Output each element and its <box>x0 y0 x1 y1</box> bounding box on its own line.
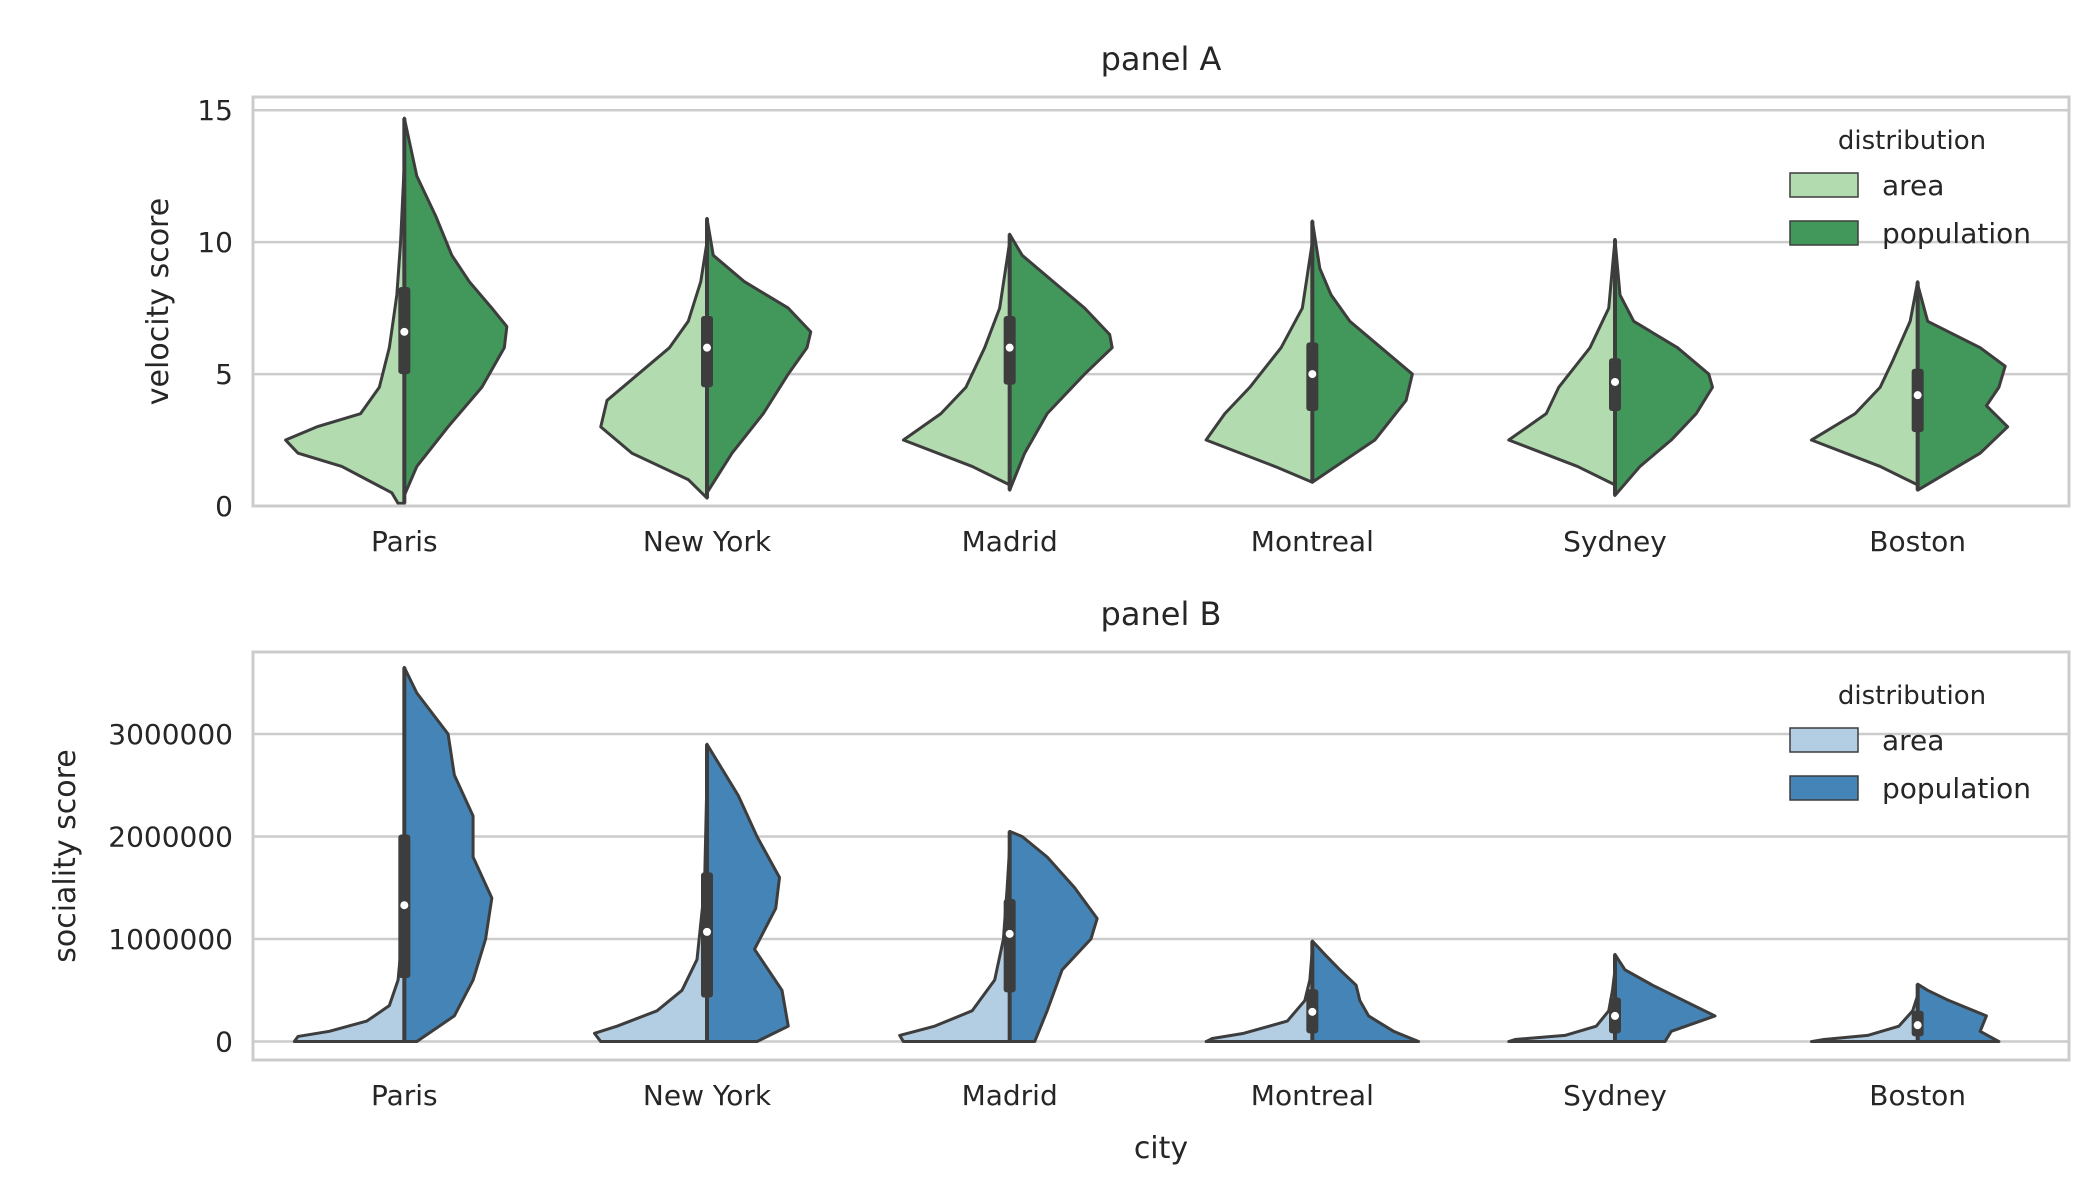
x-tick-label: Montreal <box>1251 1079 1374 1112</box>
y-tick-label: 2000000 <box>108 821 233 854</box>
x-tick-label: Sydney <box>1563 525 1667 558</box>
median-dot <box>703 927 711 936</box>
x-tick-label: Madrid <box>962 525 1058 558</box>
plot-frame <box>251 95 2071 508</box>
median-dot <box>1913 391 1922 400</box>
x-tick-label: Sydney <box>1563 1079 1667 1112</box>
violin-population-boston <box>1916 982 2001 1044</box>
panel-title: panel B <box>1101 595 1222 633</box>
median-dot <box>400 327 409 336</box>
legend-title: distribution <box>1838 681 1986 711</box>
violin-area-paris <box>284 161 406 505</box>
plot-frame <box>251 650 2071 1062</box>
violin-population-paris <box>402 665 494 1044</box>
violin-population-new-york <box>705 216 813 495</box>
violin-area-boston <box>1809 280 1920 487</box>
legend: distribution area population <box>1789 681 2031 805</box>
median-dot <box>1005 343 1014 352</box>
y-axis-label: velocity score <box>141 198 176 405</box>
panel-title: panel A <box>1101 40 1222 78</box>
legend-swatch-population <box>1789 775 1859 801</box>
legend-label-area: area <box>1882 169 1944 202</box>
violin-population-boston <box>1916 282 2010 492</box>
violin-area-sydney <box>1507 968 1617 1044</box>
violin-area-madrid <box>901 240 1012 487</box>
violin-area-sydney <box>1507 237 1617 487</box>
legend-swatch-area <box>1789 172 1859 198</box>
violin-area-montreal <box>1204 240 1314 484</box>
legend-label-area: area <box>1882 724 1944 757</box>
legend: distribution area population <box>1789 126 2031 250</box>
median-dot <box>1005 929 1014 938</box>
median-dot <box>703 343 711 352</box>
x-tick-label: Paris <box>371 1079 438 1112</box>
legend-swatch-area <box>1789 727 1859 753</box>
y-tick-label: 0 <box>215 1026 233 1059</box>
median-dot <box>1913 1021 1922 1030</box>
violin-population-new-york <box>705 742 790 1044</box>
panel-a: 0 5 10 15 Paris New York Madrid Montreal Sydney B… <box>141 40 2071 558</box>
y-tick-label: 15 <box>197 94 233 127</box>
panel-b: 0 1000000 2000000 3000000 Paris New York Madri… <box>48 595 2071 1166</box>
y-tick-label: 1000000 <box>108 923 233 956</box>
median-dot <box>400 901 409 910</box>
violin-population-madrid <box>1008 829 1099 1044</box>
median-dot <box>1308 1007 1317 1016</box>
y-tick-label: 3000000 <box>108 718 233 751</box>
y-tick-label: 5 <box>215 358 233 391</box>
median-dot <box>1611 377 1619 386</box>
x-tick-label: Paris <box>371 525 438 558</box>
violin-area-madrid <box>898 845 1012 1044</box>
violin-population-montreal <box>1310 939 1421 1044</box>
median-dot <box>1308 370 1317 379</box>
violin-population-madrid <box>1008 232 1114 492</box>
y-tick-label: 0 <box>215 490 233 523</box>
legend-title: distribution <box>1838 126 1986 156</box>
x-axis-label: city <box>1134 1131 1188 1166</box>
x-tick-label: Montreal <box>1251 525 1374 558</box>
violin-area-new-york <box>593 773 709 1044</box>
x-tick-label: New York <box>643 1079 772 1112</box>
median-dot <box>1611 1011 1619 1020</box>
y-axis-label: sociality score <box>48 749 83 963</box>
violin-population-montreal <box>1310 219 1414 484</box>
legend-swatch-population <box>1789 220 1859 246</box>
legend-label-population: population <box>1882 217 2031 250</box>
legend-label-population: population <box>1882 772 2031 805</box>
y-tick-label: 10 <box>197 226 233 259</box>
x-tick-label: Boston <box>1869 1079 1966 1112</box>
violin-area-paris <box>292 824 406 1044</box>
violin-area-montreal <box>1204 947 1314 1044</box>
violin-area-new-york <box>599 240 709 500</box>
violin-population-sydney <box>1613 952 1717 1044</box>
box-iqr <box>1003 899 1016 993</box>
x-tick-label: New York <box>643 525 772 558</box>
violin-population-sydney <box>1613 237 1714 497</box>
violin-population-paris <box>402 116 509 497</box>
x-tick-label: Madrid <box>962 1079 1058 1112</box>
box-iqr <box>1911 368 1924 433</box>
violin-area-boston <box>1809 993 1920 1044</box>
x-tick-label: Boston <box>1869 525 1966 558</box>
